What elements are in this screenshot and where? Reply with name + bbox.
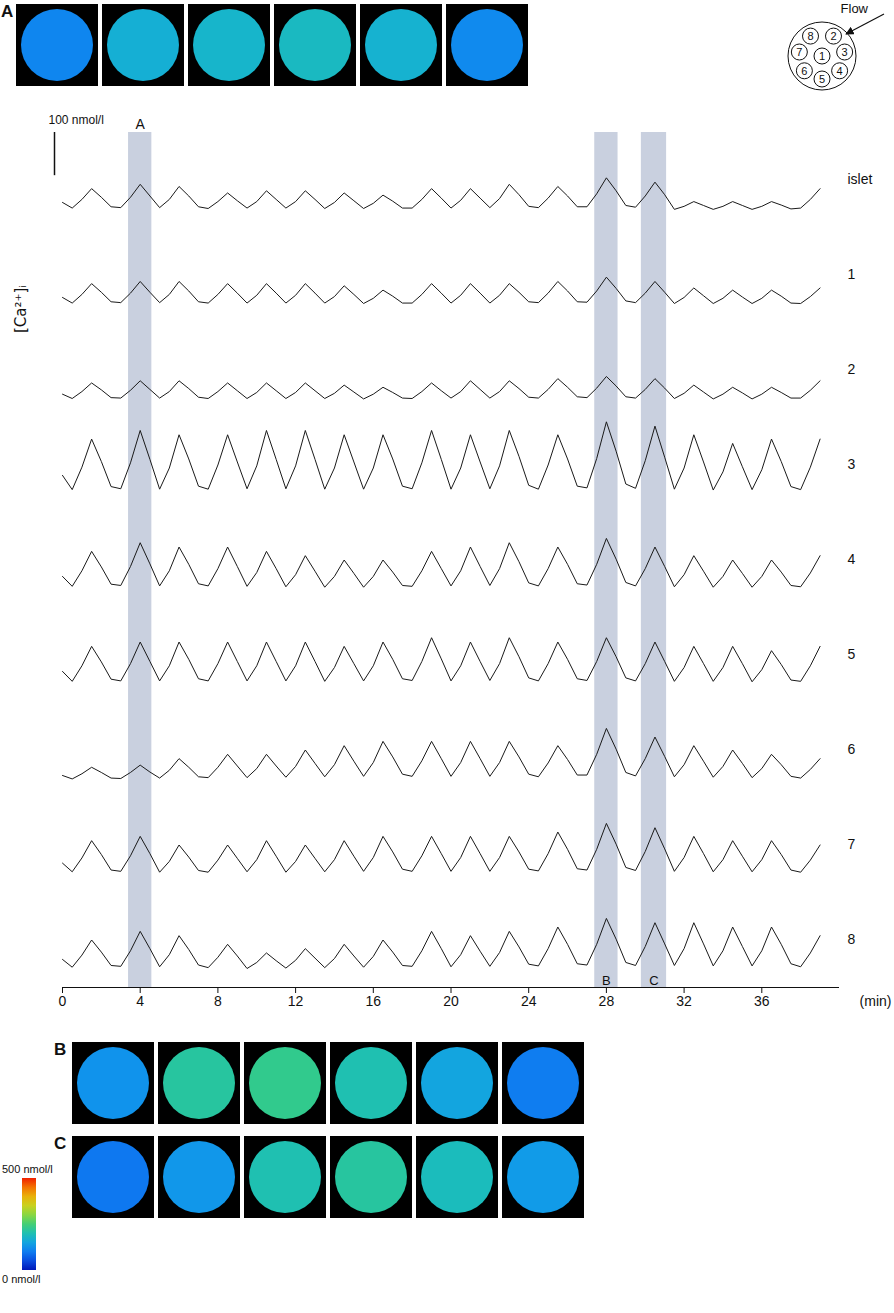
svg-text:8: 8 [848,931,856,947]
svg-text:3: 3 [848,456,856,472]
svg-text:4: 4 [837,65,843,77]
svg-text:A: A [136,116,146,132]
svg-text:28: 28 [599,993,615,1009]
svg-text:0: 0 [59,993,67,1009]
svg-text:5: 5 [848,646,856,662]
svg-text:islet: islet [848,171,873,187]
svg-text:2: 2 [848,361,856,377]
svg-text:C: C [649,973,658,988]
svg-text:4: 4 [136,993,144,1009]
svg-text:1: 1 [848,266,856,282]
html-text:C: C [54,1134,67,1153]
svg-text:3: 3 [842,46,848,58]
svg-text:B: B [602,973,611,988]
svg-text:24: 24 [521,993,537,1009]
html-text:500 nmol/l: 500 nmol/l [2,1163,53,1175]
svg-text:36: 36 [754,993,770,1009]
svg-text:12: 12 [288,993,304,1009]
svg-text:Flow: Flow [841,1,869,16]
svg-text:7: 7 [796,46,802,58]
html-text:B: B [54,1040,67,1059]
svg-text:1: 1 [819,50,825,62]
html-text:A: A [1,2,14,21]
svg-text:6: 6 [801,65,807,77]
svg-text:4: 4 [848,551,856,567]
svg-text:100 nmol/l: 100 nmol/l [49,113,104,127]
html-text:[Ca²⁺]ᵢ: [Ca²⁺]ᵢ [12,285,30,333]
svg-text:7: 7 [848,836,856,852]
svg-text:16: 16 [366,993,382,1009]
svg-text:8: 8 [214,993,222,1009]
svg-text:(min): (min) [860,993,892,1009]
svg-text:5: 5 [819,73,825,85]
html-text:0 nmol/l: 0 nmol/l [2,1273,41,1285]
svg-text:8: 8 [807,30,813,42]
svg-text:32: 32 [676,993,692,1009]
svg-text:2: 2 [830,30,836,42]
svg-text:20: 20 [443,993,459,1009]
svg-text:6: 6 [848,741,856,757]
